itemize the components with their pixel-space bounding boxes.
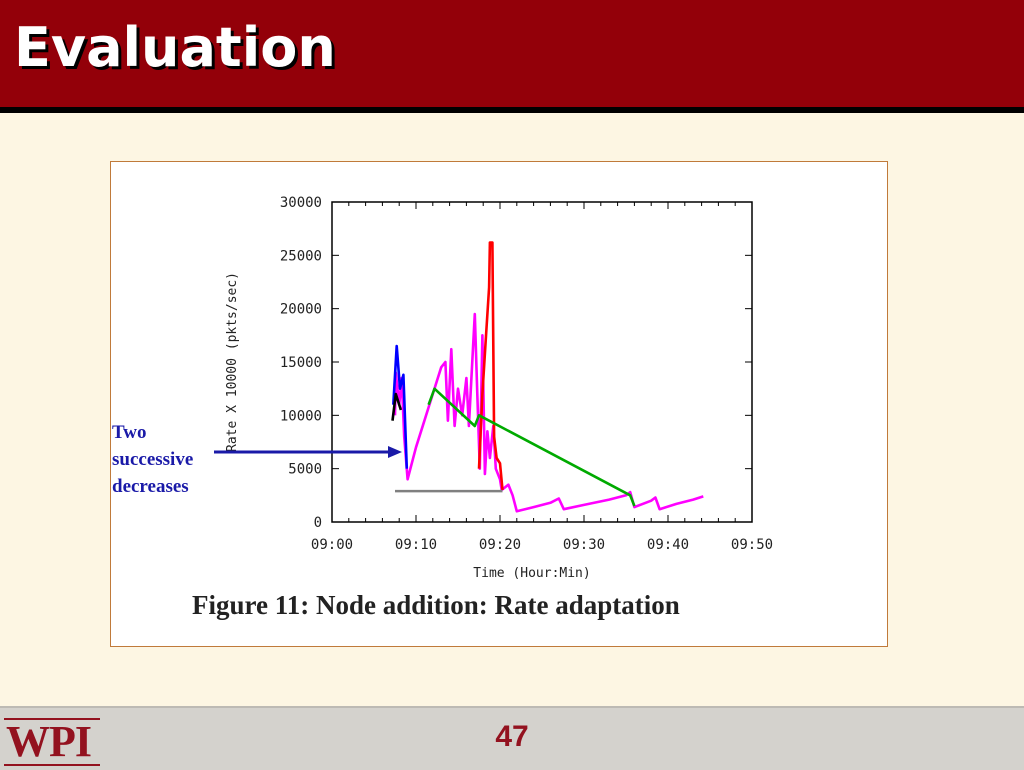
- x-tick-label: 09:40: [647, 537, 689, 553]
- y-tick-label: 25000: [280, 248, 322, 264]
- y-axis-label: Rate X 10000 (pkts/sec): [225, 272, 240, 452]
- x-axis-label: Time (Hour:Min): [473, 566, 590, 581]
- y-tick-label: 5000: [288, 462, 322, 478]
- slide-header: Evaluation: [0, 0, 1024, 113]
- series-line: [392, 344, 409, 469]
- series-line: [427, 387, 636, 507]
- y-tick-label: 30000: [280, 195, 322, 211]
- wpi-logo-text: WPI: [6, 717, 92, 766]
- annotation-text: Two successive decreases: [112, 419, 193, 500]
- series-line: [391, 392, 403, 421]
- x-tick-label: 09:00: [311, 537, 353, 553]
- annotation-line: successive: [112, 449, 194, 470]
- slide-footer: WPI 47: [0, 706, 1024, 770]
- series-line: [477, 241, 504, 491]
- annotation-arrow-head: [388, 446, 402, 458]
- page-number: 47: [495, 720, 529, 753]
- slide-title: Evaluation: [14, 16, 336, 79]
- plot-area: [331, 201, 753, 523]
- x-tick-label: 09:10: [395, 537, 437, 553]
- wpi-logo: WPI: [4, 716, 100, 766]
- figure-caption: Figure 11: Node addition: Rate adaptatio…: [192, 590, 680, 620]
- x-tick-label: 09:50: [731, 537, 773, 553]
- annotation-line: decreases: [112, 476, 189, 497]
- annotation-line: Two: [112, 422, 147, 443]
- y-tick-label: 15000: [280, 355, 322, 371]
- x-tick-label: 09:30: [563, 537, 605, 553]
- y-tick-label: 20000: [280, 302, 322, 318]
- y-tick-label: 10000: [280, 408, 322, 424]
- x-tick-label: 09:20: [479, 537, 521, 553]
- y-tick-label: 0: [314, 515, 322, 531]
